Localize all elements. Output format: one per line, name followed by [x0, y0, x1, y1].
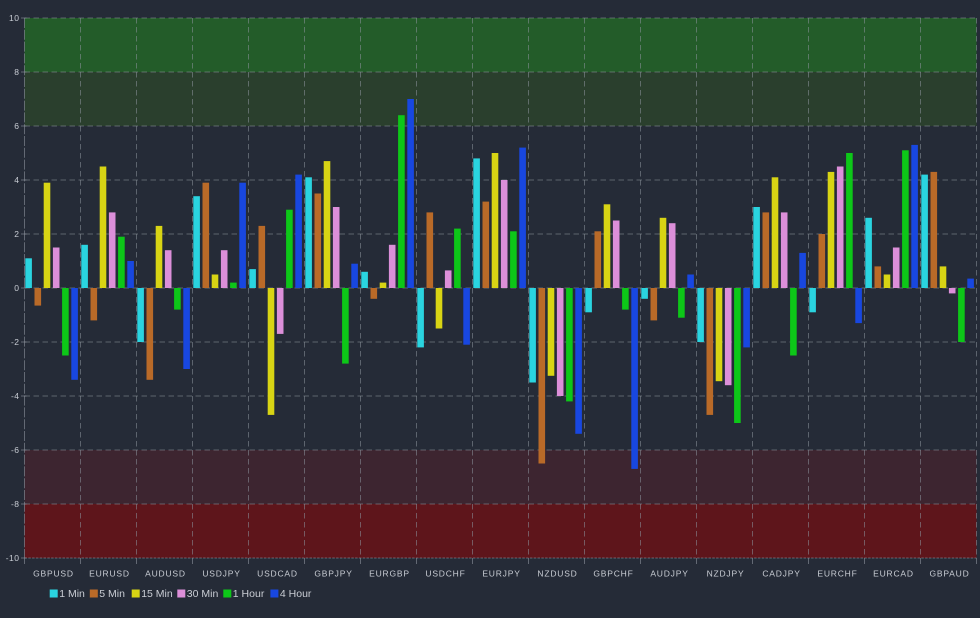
svg-text:EURUSD: EURUSD	[89, 569, 130, 579]
svg-text:1 Min: 1 Min	[59, 588, 85, 600]
svg-text:USDJPY: USDJPY	[202, 569, 240, 579]
svg-text:10: 10	[9, 13, 19, 23]
svg-text:GBPJPY: GBPJPY	[314, 569, 352, 579]
svg-text:AUDUSD: AUDUSD	[145, 569, 186, 579]
svg-text:1 Hour: 1 Hour	[233, 588, 265, 600]
svg-text:AUDJPY: AUDJPY	[650, 569, 688, 579]
svg-text:30 Min: 30 Min	[187, 588, 219, 600]
svg-text:15 Min: 15 Min	[141, 588, 173, 600]
svg-text:5 Min: 5 Min	[99, 588, 125, 600]
svg-text:GBPAUD: GBPAUD	[929, 569, 969, 579]
svg-text:-10: -10	[6, 553, 20, 563]
svg-text:USDCAD: USDCAD	[257, 569, 298, 579]
svg-text:USDCHF: USDCHF	[425, 569, 465, 579]
svg-text:4 Hour: 4 Hour	[280, 588, 312, 600]
svg-text:-4: -4	[11, 391, 20, 401]
svg-text:-2: -2	[11, 337, 20, 347]
svg-text:2: 2	[14, 229, 19, 239]
svg-text:8: 8	[14, 67, 19, 77]
svg-text:EURGBP: EURGBP	[369, 569, 410, 579]
svg-text:6: 6	[14, 121, 19, 131]
svg-text:-6: -6	[11, 445, 20, 455]
svg-text:EURCAD: EURCAD	[873, 569, 914, 579]
svg-text:GBPUSD: GBPUSD	[33, 569, 74, 579]
svg-text:NZDUSD: NZDUSD	[537, 569, 577, 579]
svg-text:CADJPY: CADJPY	[762, 569, 800, 579]
svg-text:EURCHF: EURCHF	[817, 569, 857, 579]
svg-text:NZDJPY: NZDJPY	[707, 569, 745, 579]
svg-text:GBPCHF: GBPCHF	[593, 569, 633, 579]
svg-text:EURJPY: EURJPY	[482, 569, 520, 579]
svg-text:0: 0	[14, 283, 19, 293]
svg-text:4: 4	[14, 175, 19, 185]
svg-text:-8: -8	[11, 499, 20, 509]
